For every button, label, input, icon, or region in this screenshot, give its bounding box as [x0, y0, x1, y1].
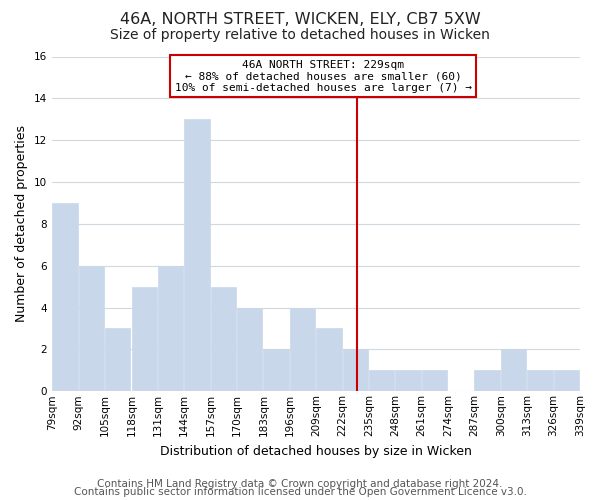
- Bar: [105, 328, 130, 392]
- Bar: [237, 308, 262, 392]
- Text: Contains HM Land Registry data © Crown copyright and database right 2024.: Contains HM Land Registry data © Crown c…: [97, 479, 503, 489]
- Bar: [184, 120, 209, 392]
- Bar: [369, 370, 394, 392]
- Bar: [422, 370, 447, 392]
- Bar: [131, 286, 157, 392]
- Text: Size of property relative to detached houses in Wicken: Size of property relative to detached ho…: [110, 28, 490, 42]
- Bar: [395, 370, 421, 392]
- Bar: [343, 350, 368, 392]
- Text: 46A NORTH STREET: 229sqm
← 88% of detached houses are smaller (60)
10% of semi-d: 46A NORTH STREET: 229sqm ← 88% of detach…: [175, 60, 472, 93]
- X-axis label: Distribution of detached houses by size in Wicken: Distribution of detached houses by size …: [160, 444, 472, 458]
- Bar: [527, 370, 553, 392]
- Bar: [316, 328, 341, 392]
- Bar: [158, 266, 183, 392]
- Bar: [263, 350, 289, 392]
- Bar: [290, 308, 315, 392]
- Y-axis label: Number of detached properties: Number of detached properties: [15, 126, 28, 322]
- Text: 46A, NORTH STREET, WICKEN, ELY, CB7 5XW: 46A, NORTH STREET, WICKEN, ELY, CB7 5XW: [119, 12, 481, 28]
- Bar: [501, 350, 526, 392]
- Bar: [475, 370, 500, 392]
- Bar: [52, 203, 78, 392]
- Bar: [211, 286, 236, 392]
- Text: Contains public sector information licensed under the Open Government Licence v3: Contains public sector information licen…: [74, 487, 526, 497]
- Bar: [554, 370, 579, 392]
- Bar: [79, 266, 104, 392]
